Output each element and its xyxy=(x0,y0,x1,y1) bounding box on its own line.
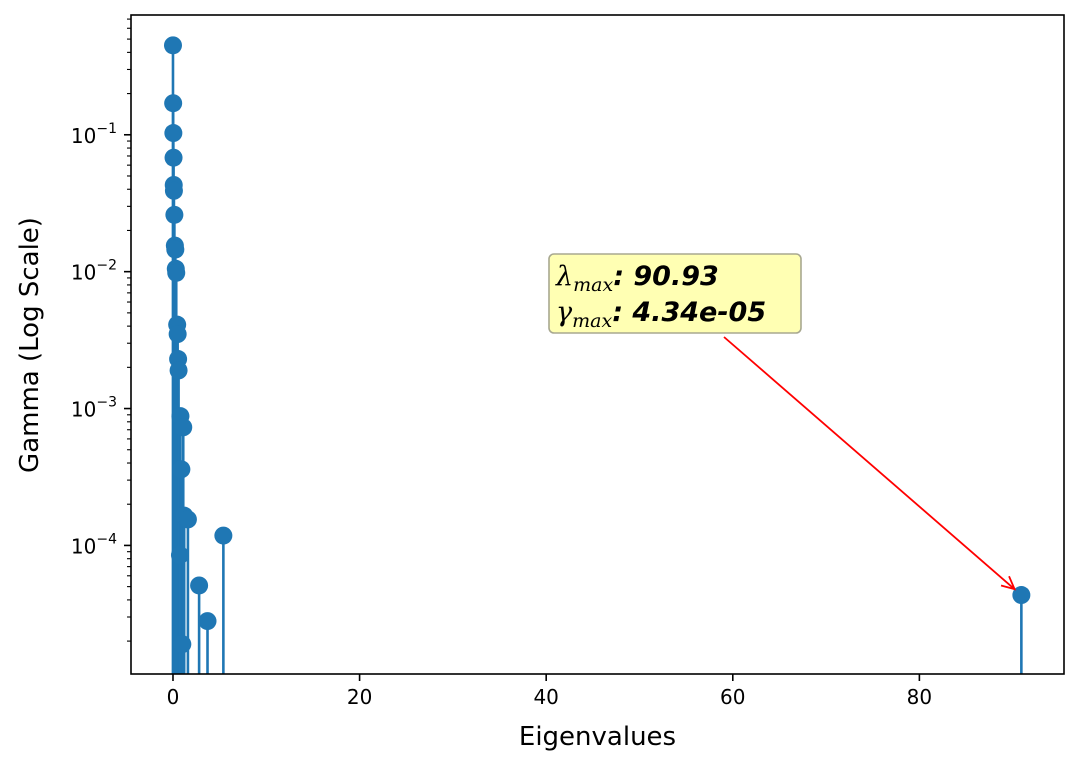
y-axis-title: Gamma (Log Scale) xyxy=(15,217,45,473)
stem-marker xyxy=(167,263,186,282)
stem-marker xyxy=(163,36,182,55)
stem-markers xyxy=(163,36,1031,654)
gamma-symbol: γ xyxy=(556,297,573,328)
annotation-arrow-head xyxy=(1000,575,1017,591)
x-axis-title: Eigenvalues xyxy=(519,722,676,752)
stem-marker xyxy=(198,612,217,631)
x-tick-label: 80 xyxy=(907,685,932,709)
lambda-max-annotation: λmax: 90.93 γmax: 4.34e-05 xyxy=(548,253,1017,591)
x-tick-label: 60 xyxy=(720,685,745,709)
x-tick-label: 20 xyxy=(347,685,372,709)
x-axis-ticks: 0 20 40 60 80 xyxy=(167,674,932,709)
y-axis-ticks: 10−1 10−2 10−3 10−4 xyxy=(71,18,131,642)
lambda-symbol: λ xyxy=(555,261,573,292)
annotation-line-gamma: γmax: 4.34e-05 xyxy=(556,297,766,332)
stem-marker xyxy=(165,205,184,224)
y-tick-label: 10−1 xyxy=(71,121,117,148)
stem-marker xyxy=(164,181,183,200)
y-tick-label: 10−2 xyxy=(71,258,117,285)
stem-marker xyxy=(168,325,187,344)
plot-frame xyxy=(130,14,1065,675)
stem-marker xyxy=(190,576,209,595)
stem-marker xyxy=(169,361,188,380)
lambda-value: : 90.93 xyxy=(613,261,719,292)
stem-marker xyxy=(164,124,183,143)
x-tick-label: 40 xyxy=(533,685,558,709)
annotation-line-lambda: λmax: 90.93 xyxy=(555,261,719,296)
y-tick-label: 10−3 xyxy=(71,395,117,422)
annotation-arrow xyxy=(723,336,1016,590)
x-tick-label: 0 xyxy=(167,685,180,709)
stem-marker xyxy=(174,418,193,437)
y-tick-label: 10−4 xyxy=(71,531,117,558)
stem-marker xyxy=(178,510,197,529)
stem-marker xyxy=(1012,586,1031,605)
stem-marker xyxy=(166,240,185,259)
stem-marker xyxy=(172,460,191,479)
stem-marker xyxy=(173,635,192,654)
stem-marker xyxy=(170,546,189,565)
stem-marker xyxy=(164,148,183,167)
stem-marker xyxy=(214,526,233,545)
gamma-subscript: max xyxy=(572,310,612,332)
gamma-value: : 4.34e-05 xyxy=(612,297,766,328)
lambda-subscript: max xyxy=(573,274,613,296)
stem-marker xyxy=(164,94,183,113)
annotation-box xyxy=(548,253,802,334)
